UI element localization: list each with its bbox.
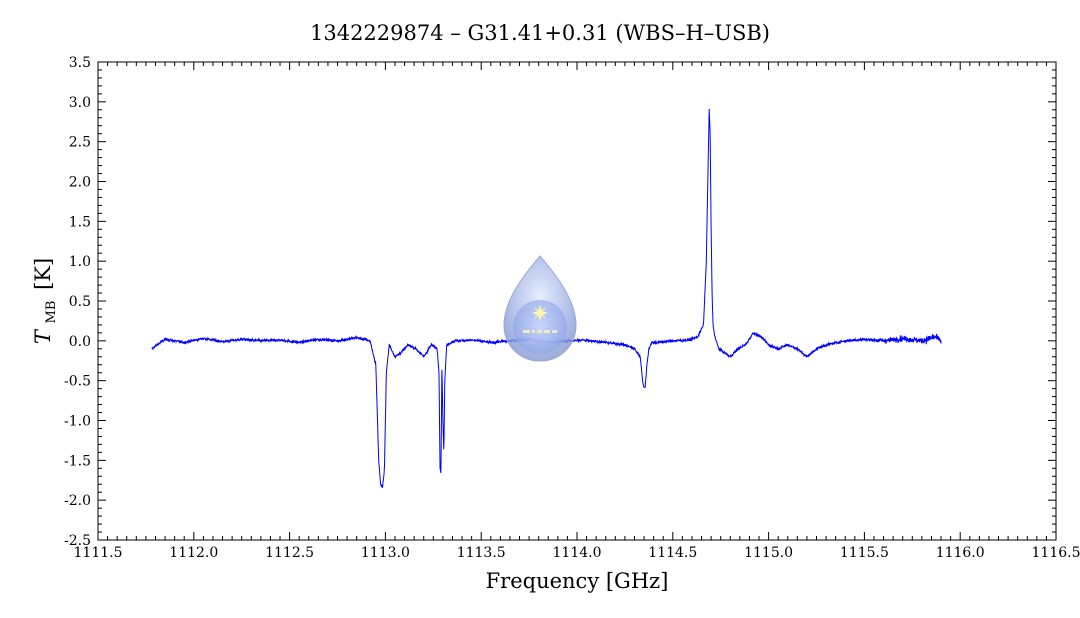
y-axis-label-unit: [K]	[31, 258, 55, 290]
y-tick-label: 1.5	[69, 214, 91, 230]
axis-ticks	[97, 61, 1057, 541]
wish-logo	[503, 255, 577, 362]
chart-title: 1342229874 – G31.41+0.31 (WBS–H–USB)	[310, 21, 770, 45]
y-tick-label: 3.0	[69, 95, 91, 111]
x-tick-label: 1112.5	[265, 545, 314, 561]
y-tick-label: 0.5	[69, 294, 91, 310]
y-tick-label: 0.0	[69, 334, 91, 350]
star-icon	[532, 305, 548, 321]
plot-frame	[97, 61, 1057, 541]
y-tick-label: 2.5	[69, 135, 91, 151]
x-tick-label: 1115.0	[744, 545, 793, 561]
x-tick-label: 1116.0	[936, 545, 985, 561]
y-axis-label-main: T	[31, 328, 55, 344]
y-tick-label: -1.0	[64, 414, 91, 430]
y-tick-label: -1.5	[64, 453, 91, 469]
y-tick-label: -2.0	[64, 493, 91, 509]
x-tick-label: 1116.5	[1032, 545, 1080, 561]
y-tick-label: 3.5	[69, 55, 91, 71]
y-tick-label: -0.5	[64, 374, 91, 390]
svg-text:T MB [K]: T MB [K]	[31, 258, 60, 344]
x-tick-label: 1112.0	[169, 545, 218, 561]
y-tick-label: 1.0	[69, 254, 91, 270]
x-tick-label: 1114.0	[553, 545, 602, 561]
x-tick-label: 1115.5	[840, 545, 889, 561]
wish-letter-marks	[523, 330, 557, 333]
tick-labels: 1111.5 1112.0 1112.5 1113.0 1113.5 1114.0 1114…	[64, 55, 1080, 561]
y-axis-label-sub: MB	[44, 301, 59, 324]
x-tick-label: 1113.5	[457, 545, 506, 561]
x-axis-label: Frequency [GHz]	[486, 569, 669, 593]
y-tick-label: 2.0	[69, 175, 91, 191]
y-axis-label: T MB [K]	[31, 258, 60, 344]
y-tick-label: -2.5	[64, 533, 91, 549]
x-tick-label: 1114.5	[648, 545, 697, 561]
x-tick-label: 1111.5	[74, 545, 123, 561]
x-tick-label: 1113.0	[361, 545, 410, 561]
